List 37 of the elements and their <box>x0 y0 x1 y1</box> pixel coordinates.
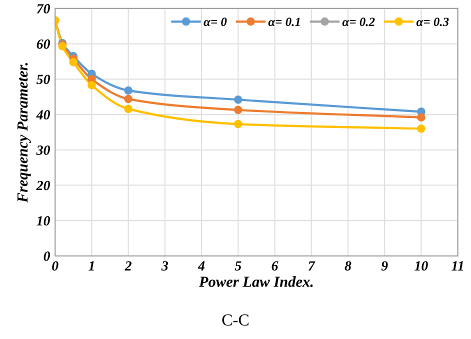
point <box>234 106 242 114</box>
x-tick-label: 11 <box>452 261 463 270</box>
y-tick-label: 70 <box>36 4 50 14</box>
y-tick-label: 20 <box>36 180 50 190</box>
legend-label: α= 0.2 <box>342 18 375 26</box>
x-tick-label: 1 <box>88 261 94 270</box>
x-tick-label: 2 <box>124 261 132 270</box>
point <box>88 81 96 90</box>
point <box>234 120 242 128</box>
point <box>69 58 78 66</box>
x-tick-label: 3 <box>161 261 168 271</box>
legend-label: α= 0 <box>204 18 227 26</box>
point <box>124 104 132 114</box>
x-tick-label: 10 <box>414 261 428 271</box>
y-tick-label: 30 <box>36 145 50 155</box>
x-tick-label: 4 <box>198 261 205 270</box>
y-tick-label: 50 <box>36 74 50 84</box>
y-tick-label: 40 <box>36 110 50 120</box>
x-tick-label: 9 <box>381 261 388 271</box>
x-axis-title: Power Law Index. <box>198 276 313 287</box>
y-tick-label: 10 <box>36 216 50 226</box>
point <box>124 94 132 104</box>
point <box>417 113 426 122</box>
x-tick-label: 6 <box>272 261 278 271</box>
y-tick-label: 0 <box>44 252 50 261</box>
x-tick-label: 7 <box>308 261 316 270</box>
x-tick-label: 8 <box>344 261 352 271</box>
x-tick-label: 5 <box>234 261 242 271</box>
y-tick-label: 60 <box>36 39 50 49</box>
point <box>234 96 242 104</box>
x-tick-label: 0 <box>52 261 58 271</box>
y-axis-title: Frequency Parameter. <box>18 63 31 203</box>
point <box>124 86 132 95</box>
legend-label: α= 0.3 <box>416 18 449 26</box>
legend-label: α= 0.1 <box>268 18 300 26</box>
text: C-C <box>222 314 248 326</box>
point <box>417 124 426 133</box>
